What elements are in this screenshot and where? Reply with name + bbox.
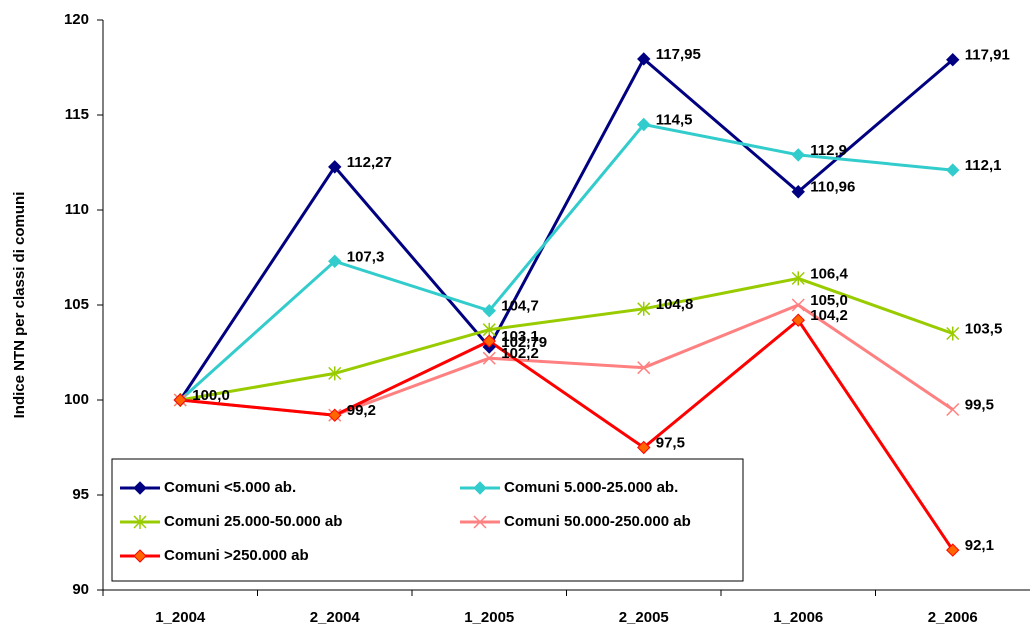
series-line — [179, 276, 954, 402]
marker — [482, 351, 496, 365]
data-label: 107,3 — [347, 248, 385, 265]
data-label: 102,2 — [501, 345, 539, 362]
data-label: 102,79 — [501, 334, 547, 351]
marker — [946, 53, 960, 67]
marker — [791, 148, 805, 162]
marker — [473, 515, 487, 529]
data-label: 104,2 — [810, 307, 848, 324]
y-tick-label: 120 — [64, 11, 89, 28]
legend-label: Comuni 25.000-50.000 ab — [164, 513, 342, 530]
legend-label: Comuni >250.000 ab — [164, 547, 309, 564]
legend-label: Comuni 50.000-250.000 ab — [504, 513, 691, 530]
y-tick-label: 100 — [64, 391, 89, 408]
data-label: 105,0 — [810, 292, 848, 309]
x-tick-label: 2_2005 — [619, 609, 669, 626]
marker — [637, 440, 651, 455]
marker — [133, 515, 147, 529]
marker — [946, 402, 960, 417]
data-label: 117,91 — [965, 47, 1010, 64]
y-axis-label: Indice NTN per classi di comuni — [11, 192, 28, 419]
y-tick-label: 115 — [65, 106, 89, 123]
data-label: 106,4 — [810, 265, 848, 282]
y-tick-label: 90 — [72, 581, 89, 598]
data-label: 110,96 — [810, 179, 855, 196]
marker — [946, 163, 960, 177]
series-line — [178, 56, 954, 401]
marker — [133, 481, 147, 495]
marker — [946, 543, 960, 557]
x-tick-label: 2_2004 — [310, 609, 361, 626]
marker — [482, 322, 496, 337]
marker — [328, 160, 342, 174]
data-label: 99,2 — [347, 402, 376, 419]
data-label: 112,1 — [965, 157, 1002, 174]
marker — [946, 326, 960, 341]
marker — [637, 117, 651, 132]
data-label: 99,5 — [965, 396, 994, 413]
y-tick-label: 95 — [72, 486, 89, 503]
data-label: 92,1 — [965, 537, 994, 554]
legend-box — [111, 458, 744, 582]
data-label: 114,5 — [656, 111, 693, 128]
marker — [791, 298, 805, 312]
marker — [328, 254, 342, 269]
legend-label: Comuni <5.000 ab. — [164, 479, 296, 496]
marker — [482, 303, 496, 318]
series-line — [180, 317, 954, 551]
y-tick-label: 110 — [65, 201, 89, 218]
marker — [328, 366, 342, 381]
data-label: 112,27 — [347, 154, 392, 171]
data-label: 100,0 — [192, 387, 230, 404]
marker — [482, 334, 496, 348]
data-label: 103,1 — [501, 328, 539, 345]
data-label: 104,8 — [656, 296, 694, 313]
x-tick-label: 1_2005 — [464, 609, 514, 626]
y-tick-label: 105 — [64, 296, 89, 313]
legend: Comuni <5.000 ab. Comuni 5.000-25.000 ab.… — [111, 458, 744, 582]
marker — [328, 408, 342, 422]
data-label: 103,5 — [965, 320, 1003, 337]
marker — [133, 549, 147, 563]
x-tick-label: 2_2006 — [928, 609, 978, 626]
marker — [791, 313, 805, 327]
x-tick-label: 1_2006 — [773, 609, 823, 626]
marker — [637, 361, 651, 375]
x-tick-label: 1_2004 — [155, 609, 206, 626]
marker — [791, 185, 805, 199]
marker — [637, 52, 651, 66]
data-label: 97,5 — [656, 434, 685, 451]
marker — [173, 393, 187, 407]
marker — [637, 301, 651, 316]
data-label: 104,7 — [501, 298, 539, 315]
marker — [473, 481, 487, 495]
series-line — [179, 122, 953, 402]
marker — [791, 271, 805, 286]
data-label: 117,95 — [656, 46, 701, 63]
legend-label: Comuni 5.000-25.000 ab. — [504, 479, 678, 496]
data-label: 112,9 — [810, 142, 847, 159]
